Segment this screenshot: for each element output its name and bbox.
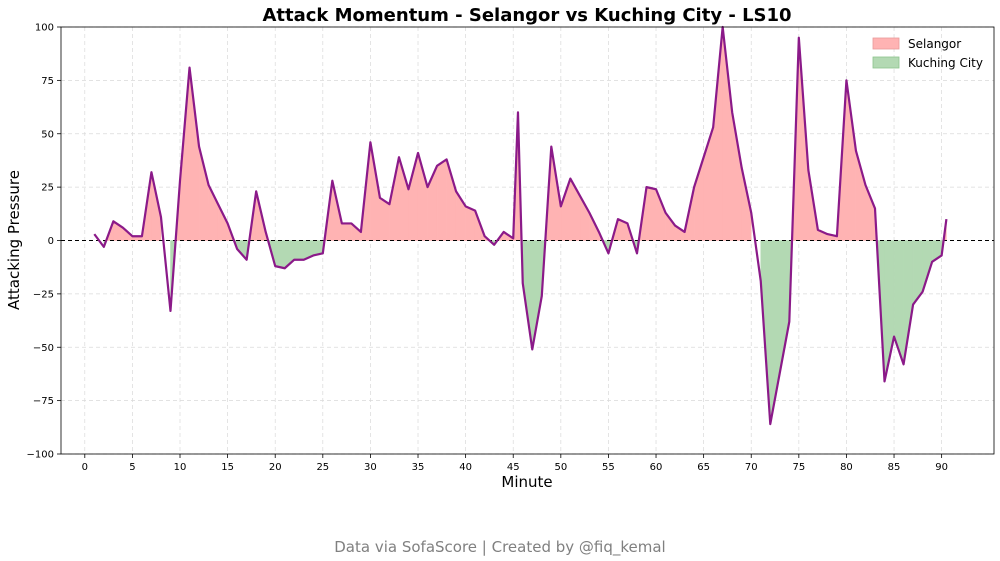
x-tick-label: 30 bbox=[364, 462, 377, 473]
fill-selangor bbox=[731, 112, 742, 241]
x-tick-label: 0 bbox=[82, 462, 88, 473]
y-tick-label: 100 bbox=[35, 23, 54, 34]
fill-selangor bbox=[722, 26, 733, 241]
fill-selangor bbox=[646, 186, 657, 241]
footer-credit: Data via SofaScore | Created by @fiq_kem… bbox=[334, 538, 666, 556]
legend-label-kuching-city: Kuching City bbox=[908, 56, 983, 70]
y-tick-label: 50 bbox=[41, 129, 54, 140]
legend-swatch-selangor bbox=[872, 37, 900, 50]
fill-kuching-city bbox=[903, 240, 914, 365]
fill-selangor bbox=[198, 146, 209, 241]
legend: Selangor Kuching City bbox=[872, 37, 983, 70]
y-tick-label: 75 bbox=[41, 76, 54, 87]
x-tick-label: 55 bbox=[602, 462, 615, 473]
legend-label-selangor: Selangor bbox=[908, 37, 961, 51]
fill-selangor bbox=[560, 178, 571, 241]
x-axis-label: Minute bbox=[501, 473, 552, 491]
fill-selangor bbox=[465, 205, 476, 241]
momentum-line bbox=[93, 25, 948, 426]
y-tick-label: −50 bbox=[33, 343, 54, 354]
x-tick-label: 50 bbox=[554, 462, 567, 473]
attack-momentum-chart: Attack Momentum - Selangor vs Kuching Ci… bbox=[5, 5, 995, 491]
fill-kuching-city bbox=[893, 240, 904, 365]
x-tick-label: 60 bbox=[650, 462, 663, 473]
x-tick-label: 35 bbox=[412, 462, 425, 473]
fill-kuching-city bbox=[294, 240, 305, 260]
x-tick-label: 65 bbox=[697, 462, 710, 473]
x-tick-label: 25 bbox=[316, 462, 329, 473]
fill-selangor bbox=[408, 152, 419, 241]
x-tick-label: 75 bbox=[792, 462, 805, 473]
x-tick-label: 15 bbox=[221, 462, 234, 473]
x-tick-label: 20 bbox=[269, 462, 282, 473]
fill-kuching-city bbox=[532, 240, 543, 350]
axis-ticks: 0 5 10 15 20 25 30 35 40 45 50 55 60 65 70 75 80 85 90 −100… bbox=[27, 23, 948, 474]
fill-selangor bbox=[655, 189, 666, 241]
fill-selangor bbox=[341, 223, 352, 241]
x-tick-label: 85 bbox=[888, 462, 901, 473]
pressure-fills bbox=[103, 26, 947, 425]
fill-selangor bbox=[712, 26, 723, 241]
y-tick-label: −75 bbox=[33, 396, 54, 407]
x-tick-label: 5 bbox=[129, 462, 135, 473]
chart-title: Attack Momentum - Selangor vs Kuching Ci… bbox=[262, 5, 791, 26]
x-tick-label: 45 bbox=[507, 462, 520, 473]
fill-selangor bbox=[189, 67, 200, 241]
y-tick-label: 25 bbox=[41, 183, 54, 194]
y-tick-label: 0 bbox=[48, 236, 54, 247]
y-axis-label: Attacking Pressure bbox=[5, 170, 23, 310]
x-tick-label: 40 bbox=[459, 462, 472, 473]
y-tick-label: −25 bbox=[33, 289, 54, 300]
fill-kuching-city bbox=[274, 240, 285, 269]
legend-swatch-kuching-city bbox=[872, 56, 900, 69]
fill-selangor bbox=[436, 158, 447, 241]
x-tick-label: 90 bbox=[935, 462, 948, 473]
y-tick-label: −100 bbox=[27, 450, 54, 461]
x-tick-label: 10 bbox=[174, 462, 187, 473]
fill-selangor bbox=[865, 184, 876, 241]
fill-selangor bbox=[846, 80, 857, 241]
x-tick-label: 70 bbox=[745, 462, 758, 473]
fill-selangor bbox=[665, 211, 676, 241]
x-tick-label: 80 bbox=[840, 462, 853, 473]
